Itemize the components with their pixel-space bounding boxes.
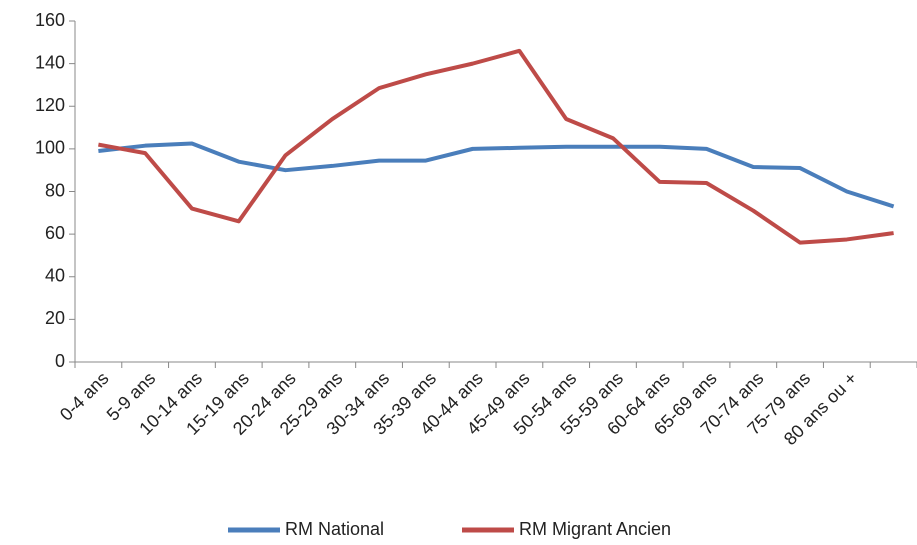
y-tick-label: 80 xyxy=(45,180,65,200)
series-line xyxy=(98,48,894,245)
y-tick-label: 160 xyxy=(35,10,65,30)
y-tick-label: 60 xyxy=(45,223,65,243)
y-tick-label: 120 xyxy=(35,95,65,115)
y-tick-label: 20 xyxy=(45,308,65,328)
series-line xyxy=(98,141,895,209)
legend-label: RM National xyxy=(285,519,384,539)
x-tick-label: 0-4 ans xyxy=(56,368,113,425)
y-tick-label: 0 xyxy=(55,351,65,371)
y-tick-label: 100 xyxy=(35,138,65,158)
legend-label: RM Migrant Ancien xyxy=(519,519,671,539)
y-tick-label: 140 xyxy=(35,52,65,72)
y-tick-label: 40 xyxy=(45,266,65,286)
